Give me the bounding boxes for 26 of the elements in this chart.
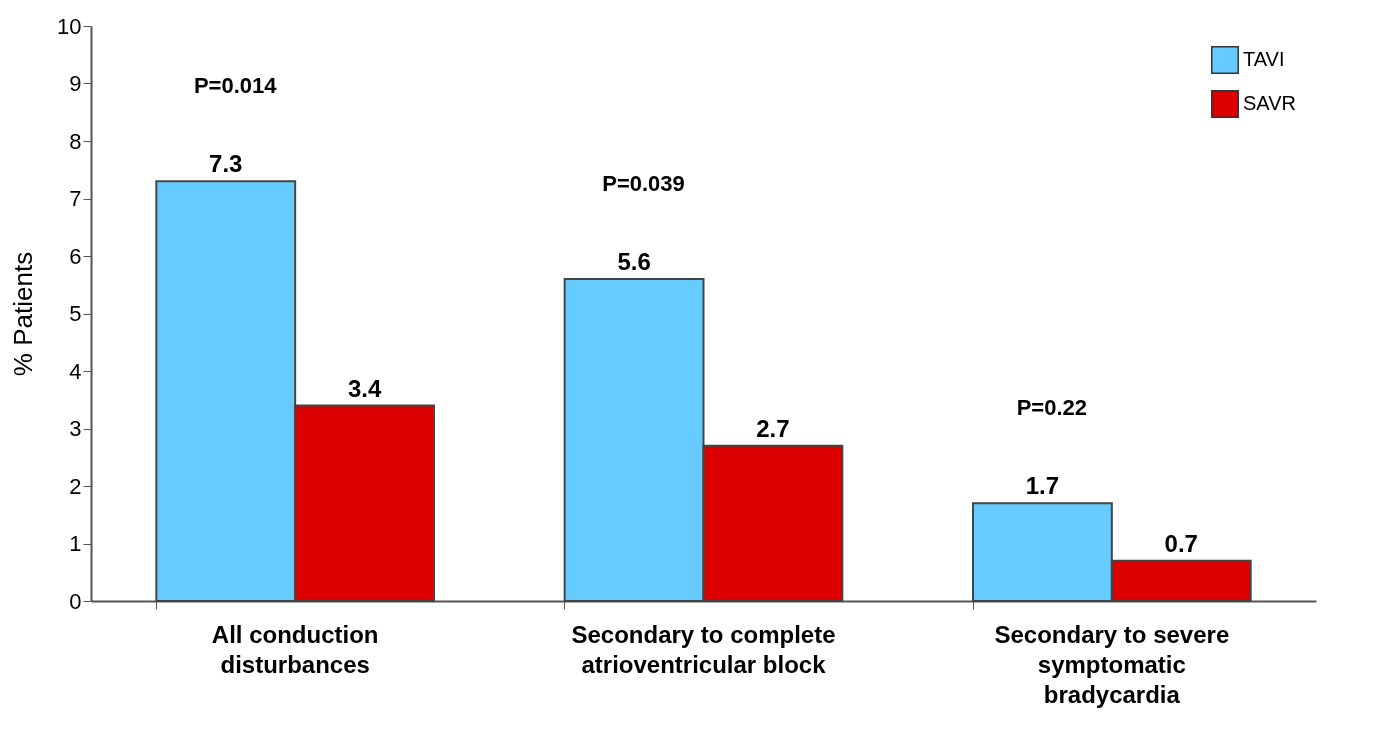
data-label: 1.7 [1025,472,1060,500]
y-tick-label: 9 [69,71,82,96]
y-tick-label: 0 [69,588,82,614]
y-tick-label: 6 [69,243,82,269]
x-tick-label: Secondary to complete atrioventricular block [571,620,836,678]
y-tick-label: 2 [69,473,82,499]
y-tick-label: 4 [69,358,82,384]
data-label: 3.4 [347,374,382,402]
annotation: P=0.039 [602,171,685,196]
annotation: P=0.014 [193,73,278,99]
data-label: 5.6 [617,248,651,275]
legend-label: SAVR [1243,92,1296,114]
y-tick-label: 1 [69,531,82,556]
data-label: 7.3 [209,150,243,178]
annotation: P=0.22 [1016,395,1088,421]
y-tick-label: 7 [69,186,82,211]
y-tick-label: 8 [69,128,82,154]
data-label: 2.7 [756,414,790,442]
x-tick-label: All conduction disturbances [211,620,379,678]
x-tick-label: Secondary to severe symptomatic bradycardia [994,620,1230,708]
y-axis-title: % Patients [8,251,39,377]
y-tick-label: 3 [69,416,82,441]
legend-label: TAVI [1243,48,1285,70]
y-tick-label: 5 [69,301,82,326]
y-tick-label: 10 [57,13,82,39]
data-label: 0.7 [1164,529,1198,557]
